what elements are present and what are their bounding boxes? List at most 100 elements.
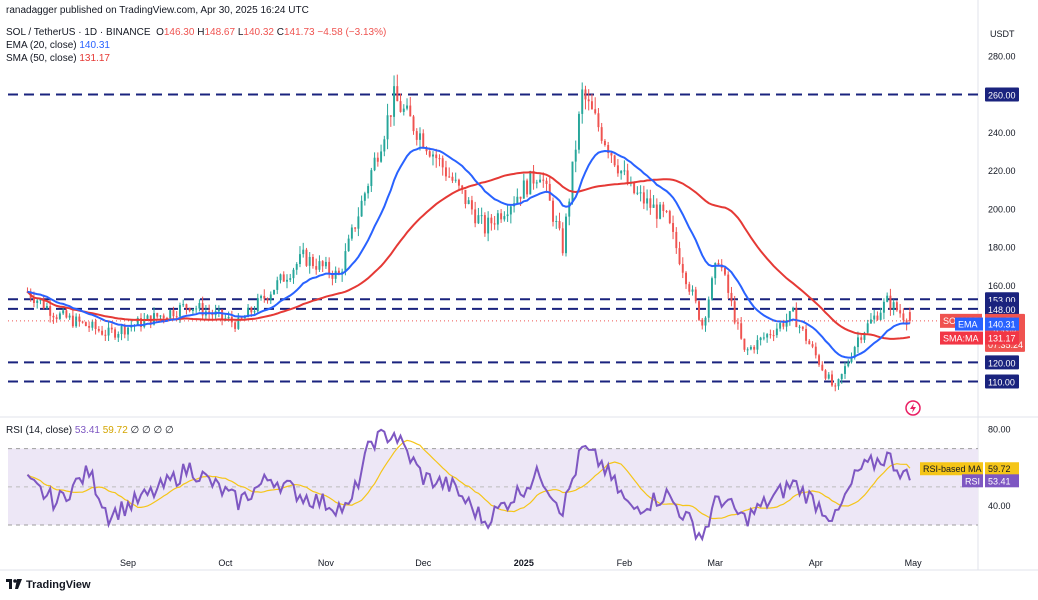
candle-body — [552, 200, 554, 222]
candle-body — [539, 179, 542, 183]
y-tick-label: 180.00 — [988, 243, 1016, 253]
high-label: H — [197, 27, 205, 38]
candle-body — [795, 308, 798, 328]
candle-body — [127, 327, 130, 335]
x-tick-label: Mar — [707, 558, 723, 568]
candle-body — [866, 323, 869, 333]
x-tick-label: Apr — [809, 558, 823, 568]
candle-body — [847, 362, 850, 367]
candle-body — [444, 167, 447, 177]
candle-body — [756, 340, 759, 350]
candle-body — [386, 115, 389, 140]
candle-body — [503, 216, 506, 220]
candle-body — [542, 179, 545, 181]
y-tick-label: 200.00 — [988, 204, 1016, 214]
candle-body — [571, 161, 574, 202]
candle-body — [577, 113, 580, 150]
candle-body — [367, 186, 370, 194]
candle-body — [626, 170, 629, 184]
candle-body — [454, 179, 457, 181]
candle-body — [360, 200, 363, 217]
candle-body — [286, 279, 288, 282]
candle-body — [419, 133, 421, 140]
candle-body — [775, 328, 778, 336]
candle-body — [240, 317, 243, 319]
ema-legend-value: 140.31 — [79, 40, 110, 51]
candle-body — [899, 310, 902, 314]
candle-body — [863, 332, 866, 340]
close-value: 141.73 — [284, 27, 315, 38]
candle-body — [422, 133, 425, 148]
x-tick-label: Dec — [415, 558, 432, 568]
candle-body — [668, 211, 671, 224]
candle-body — [535, 182, 538, 184]
candle-body — [753, 346, 756, 350]
candle-body — [633, 181, 636, 194]
candle-body — [801, 326, 804, 329]
lightning-icon-ring — [905, 400, 921, 416]
rsi-badge-bg — [985, 474, 1019, 488]
rsi-legend[interactable]: RSI (14, close) 53.41 59.72 ∅ ∅ ∅ ∅ — [6, 425, 174, 436]
candle-body — [110, 327, 113, 330]
candle-body — [165, 317, 168, 319]
candle-body — [143, 318, 146, 327]
candle-body — [509, 206, 512, 215]
candle-body — [136, 318, 139, 325]
candle-body — [81, 321, 84, 323]
candle-body — [701, 319, 704, 326]
candle-body — [568, 201, 571, 217]
level-badge: 120.00 — [988, 358, 1016, 368]
candle-body — [837, 379, 840, 387]
candle-body — [493, 223, 496, 225]
ema-legend[interactable]: EMA (20, close) 140.31 — [6, 40, 110, 51]
candle-body — [58, 313, 61, 319]
candle-body — [49, 306, 52, 316]
candle-body — [84, 322, 87, 327]
candle-body — [879, 312, 882, 320]
candle-body — [402, 108, 405, 112]
candle-body — [500, 213, 503, 220]
candle-body — [470, 200, 473, 210]
candle-body — [727, 274, 730, 293]
candle-body — [373, 157, 376, 171]
candle-body — [746, 349, 749, 351]
candle-body — [532, 170, 535, 184]
candle-body — [428, 151, 431, 157]
tradingview-logo[interactable]: TradingView — [6, 579, 91, 591]
candle-body — [678, 248, 681, 264]
candle-body — [94, 321, 97, 329]
rsi-tag-bg — [962, 474, 983, 488]
ema-badge-bg — [985, 317, 1019, 331]
candle-body — [101, 330, 104, 335]
candle-body — [561, 228, 564, 254]
change-value: −4.58 (−3.13%) — [317, 27, 387, 38]
candle-body — [178, 305, 181, 317]
candle-body — [827, 374, 830, 379]
candle-body — [600, 127, 603, 141]
candle-body — [808, 340, 811, 345]
sma-legend[interactable]: SMA (50, close) 131.17 — [6, 53, 110, 64]
candle-body — [905, 320, 908, 325]
candle-body — [97, 328, 100, 331]
candle-body — [188, 308, 191, 312]
candle-body — [788, 311, 791, 321]
level-badge-bg — [985, 355, 1019, 370]
candle-body — [704, 317, 707, 326]
candle-body — [840, 373, 843, 380]
candle-body — [260, 295, 263, 299]
candle-body — [555, 221, 558, 223]
candle-body — [594, 109, 597, 114]
candle-body — [45, 306, 48, 309]
candle-body — [649, 198, 652, 208]
level-badge: 148.00 — [988, 305, 1016, 315]
candle-body — [717, 262, 720, 265]
candle-body — [477, 215, 480, 224]
candle-body — [805, 328, 808, 341]
candle-body — [685, 272, 687, 285]
candle-body — [613, 155, 616, 166]
candle-body — [363, 193, 366, 201]
rsi-ma-legend-value: 59.72 — [102, 425, 128, 436]
candle-body — [130, 326, 133, 328]
low-label: L — [237, 27, 244, 38]
